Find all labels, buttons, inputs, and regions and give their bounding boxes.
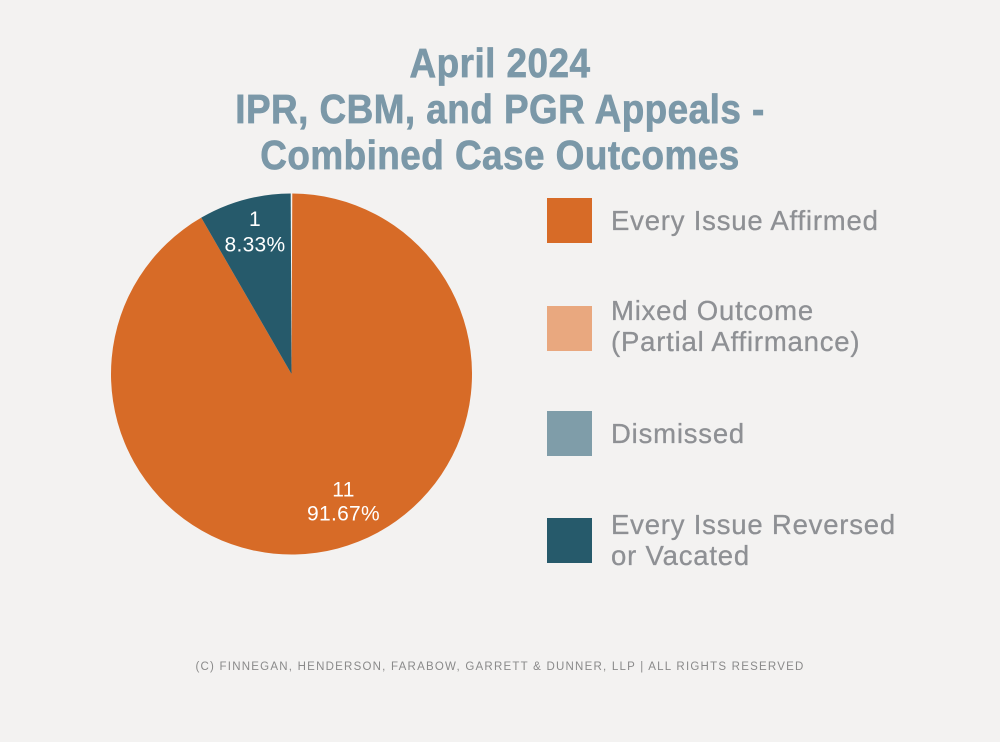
svg-text:8.33%: 8.33% bbox=[224, 234, 285, 257]
svg-text:11: 11 bbox=[332, 478, 354, 501]
svg-text:91.67%: 91.67% bbox=[307, 503, 380, 526]
svg-text:1: 1 bbox=[249, 208, 261, 231]
